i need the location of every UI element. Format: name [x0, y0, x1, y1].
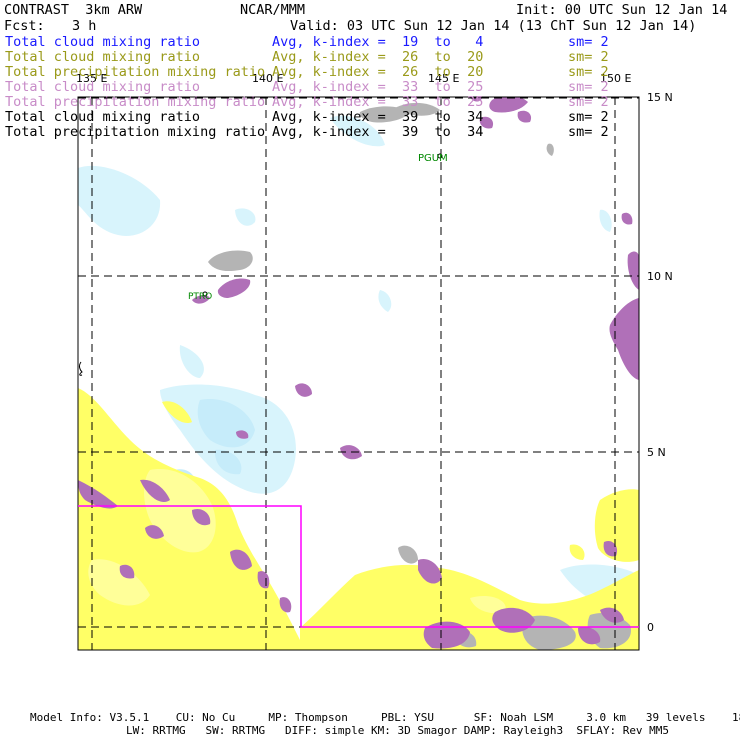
legend-field-0: Total cloud mixing ratio: [5, 34, 201, 50]
legend-sm-0: sm= 2: [568, 34, 609, 50]
lat-label-0: 0: [647, 621, 654, 634]
legend-field-5: Total cloud mixing ratio: [5, 109, 201, 125]
legend-stat-4: Avg, k-index = 33 to 25: [272, 94, 484, 110]
model-info-line1: Model Info: V3.5.1 CU: No Cu MP: Thompso…: [30, 711, 740, 724]
coast-west-edge: [78, 361, 83, 376]
plot-title: CONTRAST 3km ARW: [4, 2, 143, 18]
lat-label-15n: 15 N: [647, 91, 673, 104]
init-time: Init: 00 UTC Sun 12 Jan 14: [516, 2, 728, 18]
lon-label-140: 140 E: [252, 72, 283, 85]
legend-stat-5: Avg, k-index = 39 to 34: [272, 109, 484, 125]
legend-sm-1: sm= 2: [568, 49, 609, 65]
legend-stat-0: Avg, k-index = 19 to 4: [272, 34, 484, 50]
station-ptro-label: PTRO: [188, 292, 212, 302]
fcst-label: Fcst:: [4, 18, 45, 34]
map-frame: [77, 96, 640, 651]
region-box: [78, 505, 639, 628]
legend-stat-1: Avg, k-index = 26 to 20: [272, 49, 484, 65]
center-label: NCAR/MMM: [240, 2, 306, 18]
legend-sm-4: sm= 2: [568, 94, 609, 110]
station-ptro-marker: [202, 291, 208, 297]
station-pgum-marker: [437, 153, 443, 159]
legend-stat-6: Avg, k-index = 39 to 34: [272, 124, 484, 140]
legend-stat-3: Avg, k-index = 33 to 25: [272, 79, 484, 95]
station-pgum-label: PGUM: [418, 153, 448, 164]
legend-field-6: Total precipitation mixing ratio: [5, 124, 266, 140]
lat-label-10n: 10 N: [647, 270, 673, 283]
model-info-line2: LW: RRTMG SW: RRTMG DIFF: simple KM: 3D …: [126, 724, 670, 737]
legend-field-4: Total precipitation mixing ratio: [5, 94, 266, 110]
legend-stat-2: Avg, k-index = 26 to 20: [272, 64, 484, 80]
legend-sm-6: sm= 2: [568, 124, 609, 140]
valid-time: Valid: 03 UTC Sun 12 Jan 14 (13 ChT Sun …: [290, 18, 697, 34]
lon-label-135: 135 E: [76, 72, 107, 85]
legend-field-2: Total precipitation mixing ratio: [5, 64, 266, 80]
lat-label-5n: 5 N: [647, 446, 666, 459]
legend-sm-5: sm= 2: [568, 109, 609, 125]
lon-label-145: 145 E: [428, 72, 459, 85]
legend-field-1: Total cloud mixing ratio: [5, 49, 201, 65]
legend-sm-2: sm= 2: [568, 64, 609, 80]
legend-sm-3: sm= 2: [568, 79, 609, 95]
legend-field-3: Total cloud mixing ratio: [5, 79, 201, 95]
precip-purple: [78, 97, 639, 649]
fcst-value: 3 h: [72, 18, 97, 34]
lon-label-150: 150 E: [600, 72, 631, 85]
